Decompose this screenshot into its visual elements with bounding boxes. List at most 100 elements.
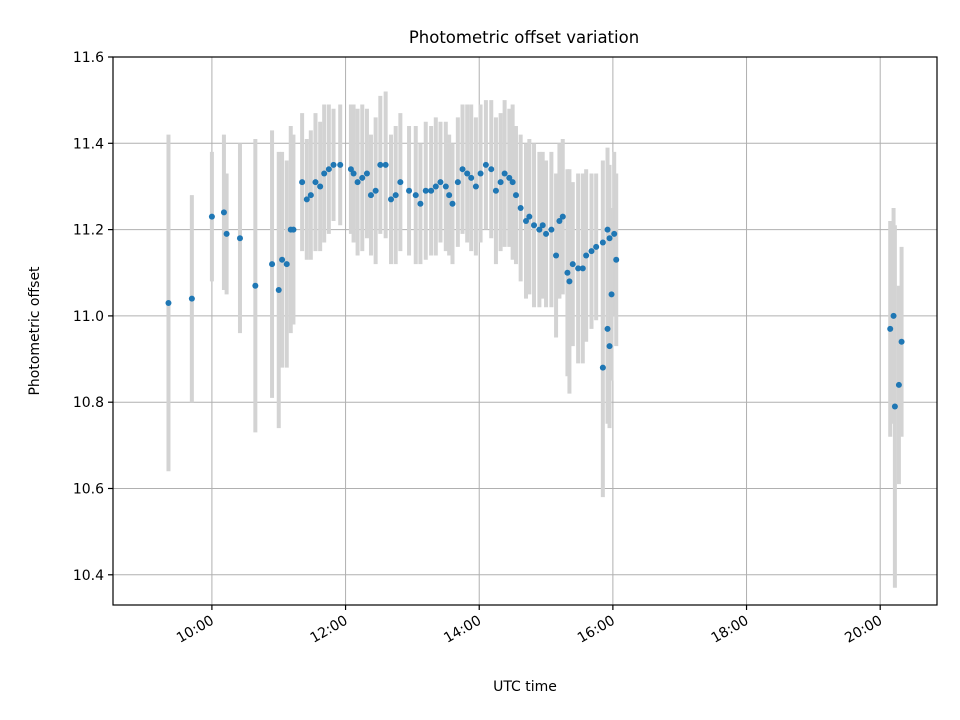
data-point	[367, 192, 374, 199]
data-point	[531, 222, 538, 229]
data-point	[569, 261, 576, 268]
data-point	[442, 183, 449, 190]
data-point	[509, 179, 516, 186]
data-point	[392, 192, 399, 199]
x-tick-label: 12:00	[308, 613, 351, 647]
plot-frame	[112, 56, 938, 606]
data-point	[337, 161, 344, 168]
data-point	[583, 252, 590, 259]
y-tick-label: 10.4	[73, 568, 104, 584]
data-point	[492, 187, 499, 194]
y-tick-label: 11.6	[73, 50, 104, 66]
data-point	[472, 183, 479, 190]
data-point	[891, 403, 898, 410]
data-point	[512, 192, 519, 199]
y-tick-label: 10.6	[73, 481, 104, 497]
data-point	[566, 278, 573, 285]
data-point	[526, 213, 533, 220]
data-point	[890, 312, 897, 319]
data-point	[539, 222, 546, 229]
data-point	[613, 256, 620, 263]
data-point	[482, 161, 489, 168]
x-axis-ticks: 10:00 12:00 14:00 16:00 18:00 20:00	[174, 605, 885, 647]
grid	[113, 56, 937, 605]
y-axis-ticks: 10.4 10.6 10.8 11.0 11.2 11.4 11.6	[73, 50, 113, 584]
data-point	[223, 230, 230, 237]
data-point	[536, 226, 543, 233]
data-point	[477, 170, 484, 177]
data-point	[523, 217, 530, 224]
data-point	[312, 179, 319, 186]
data-point	[372, 187, 379, 194]
data-point	[464, 170, 471, 177]
data-point	[317, 183, 324, 190]
x-tick-label: 18:00	[709, 613, 752, 647]
data-point	[307, 192, 314, 199]
data-points	[165, 161, 905, 410]
data-point	[449, 200, 456, 207]
data-point	[428, 187, 435, 194]
data-point	[406, 187, 413, 194]
data-point	[501, 170, 508, 177]
data-point	[397, 179, 404, 186]
chart-title: Photometric offset variation	[409, 28, 639, 47]
data-point	[497, 179, 504, 186]
data-point	[417, 200, 424, 207]
error-bars	[166, 91, 904, 588]
y-tick-label: 11.2	[73, 223, 104, 239]
y-tick-label: 11.0	[73, 309, 104, 325]
data-point	[359, 174, 366, 181]
data-point	[488, 166, 495, 173]
data-point	[208, 213, 215, 220]
data-point	[556, 217, 563, 224]
data-point	[165, 299, 172, 306]
data-point	[887, 325, 894, 332]
data-point	[350, 170, 357, 177]
data-point	[506, 174, 513, 181]
y-tick-label: 10.8	[73, 395, 104, 411]
data-point	[354, 179, 361, 186]
data-point	[330, 161, 337, 168]
data-point	[290, 226, 297, 233]
data-point	[412, 192, 419, 199]
data-point	[543, 230, 550, 237]
data-point	[599, 364, 606, 371]
data-point	[575, 265, 582, 272]
data-point	[579, 265, 586, 272]
data-point	[236, 235, 243, 242]
data-point	[517, 205, 524, 212]
data-point	[275, 287, 282, 294]
data-point	[454, 179, 461, 186]
data-point	[553, 252, 560, 259]
data-point	[377, 161, 384, 168]
data-point	[446, 192, 453, 199]
data-point	[422, 187, 429, 194]
data-point	[303, 196, 310, 203]
data-point	[604, 325, 611, 332]
data-point	[588, 248, 595, 255]
y-axis-label: Photometric offset	[27, 266, 43, 396]
x-tick-label: 16:00	[575, 613, 618, 647]
data-point	[325, 166, 332, 173]
data-point	[608, 291, 615, 298]
data-point	[611, 230, 618, 237]
data-point	[347, 166, 354, 173]
data-point	[432, 183, 439, 190]
x-tick-label: 20:00	[842, 613, 885, 647]
data-point	[283, 261, 290, 268]
x-axis-label: UTC time	[493, 679, 557, 695]
data-point	[299, 179, 306, 186]
data-point	[606, 235, 613, 242]
data-point	[388, 196, 395, 203]
data-point	[321, 170, 328, 177]
data-point	[564, 269, 571, 276]
data-point	[559, 213, 566, 220]
data-point	[468, 174, 475, 181]
data-point	[188, 295, 195, 302]
data-point	[269, 261, 276, 268]
data-point	[459, 166, 466, 173]
data-point	[382, 161, 389, 168]
data-point	[279, 256, 286, 263]
data-point	[548, 226, 555, 233]
x-tick-label: 10:00	[174, 613, 217, 647]
